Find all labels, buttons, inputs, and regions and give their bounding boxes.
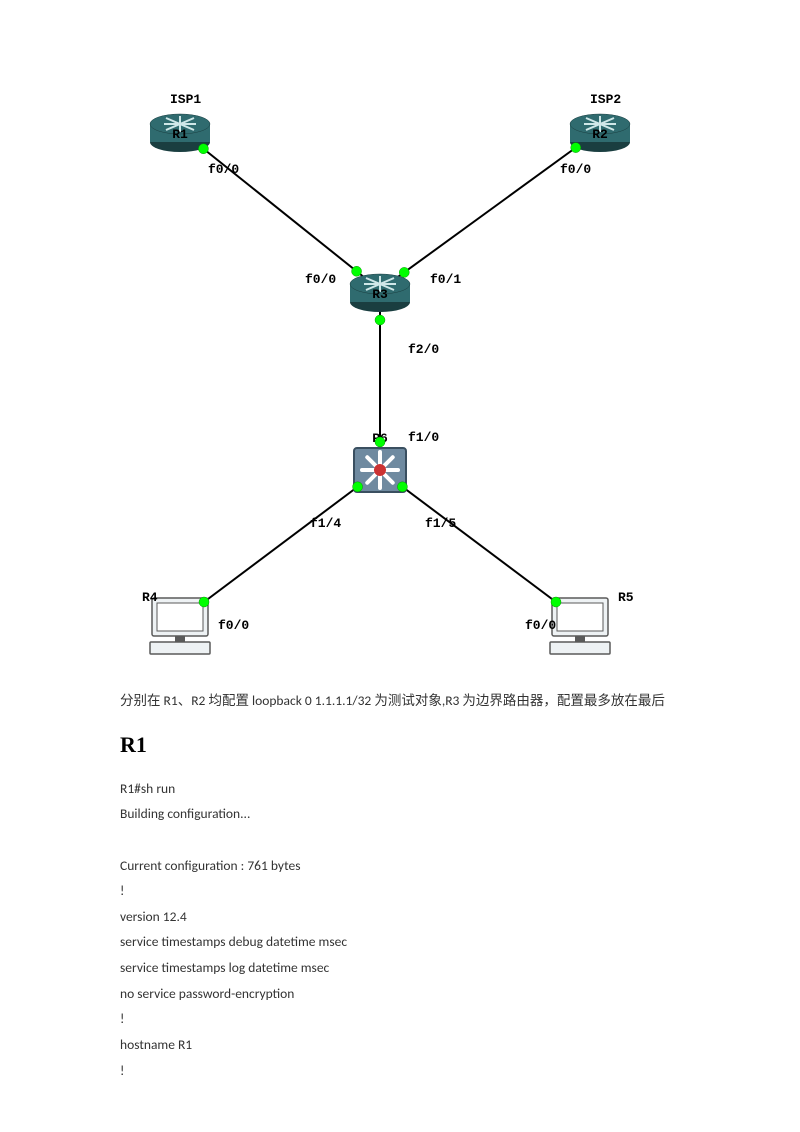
section-heading: R1 xyxy=(120,732,680,758)
port-label: ISP2 xyxy=(590,92,621,107)
port-label: f0/0 xyxy=(305,272,336,287)
description-text: 分别在 R1、R2 均配置 loopback 0 1.1.1.1/32 为测试对… xyxy=(120,690,680,712)
port-label: f1/4 xyxy=(310,516,341,531)
svg-text:R3: R3 xyxy=(372,287,388,302)
svg-text:R1: R1 xyxy=(172,127,188,142)
port-label: f0/0 xyxy=(218,618,249,633)
port-label: f0/1 xyxy=(430,272,461,287)
port-label: f1/5 xyxy=(425,516,456,531)
port-label: R5 xyxy=(618,590,634,605)
topology-svg: R1R2R3R6 xyxy=(120,60,680,680)
port-label: R4 xyxy=(142,590,158,605)
port-label: ISP1 xyxy=(170,92,201,107)
port-label: f0/0 xyxy=(560,162,591,177)
port-label: f2/0 xyxy=(408,342,439,357)
config-output: R1#sh run Building configuration... Curr… xyxy=(120,776,680,1084)
port-label: f1/0 xyxy=(408,430,439,445)
network-topology-diagram: R1R2R3R6 ISP1ISP2f0/0f0/0f0/0f0/1f2/0f1/… xyxy=(120,60,680,680)
port-label: f0/0 xyxy=(208,162,239,177)
port-label: f0/0 xyxy=(525,618,556,633)
svg-text:R2: R2 xyxy=(592,127,608,142)
